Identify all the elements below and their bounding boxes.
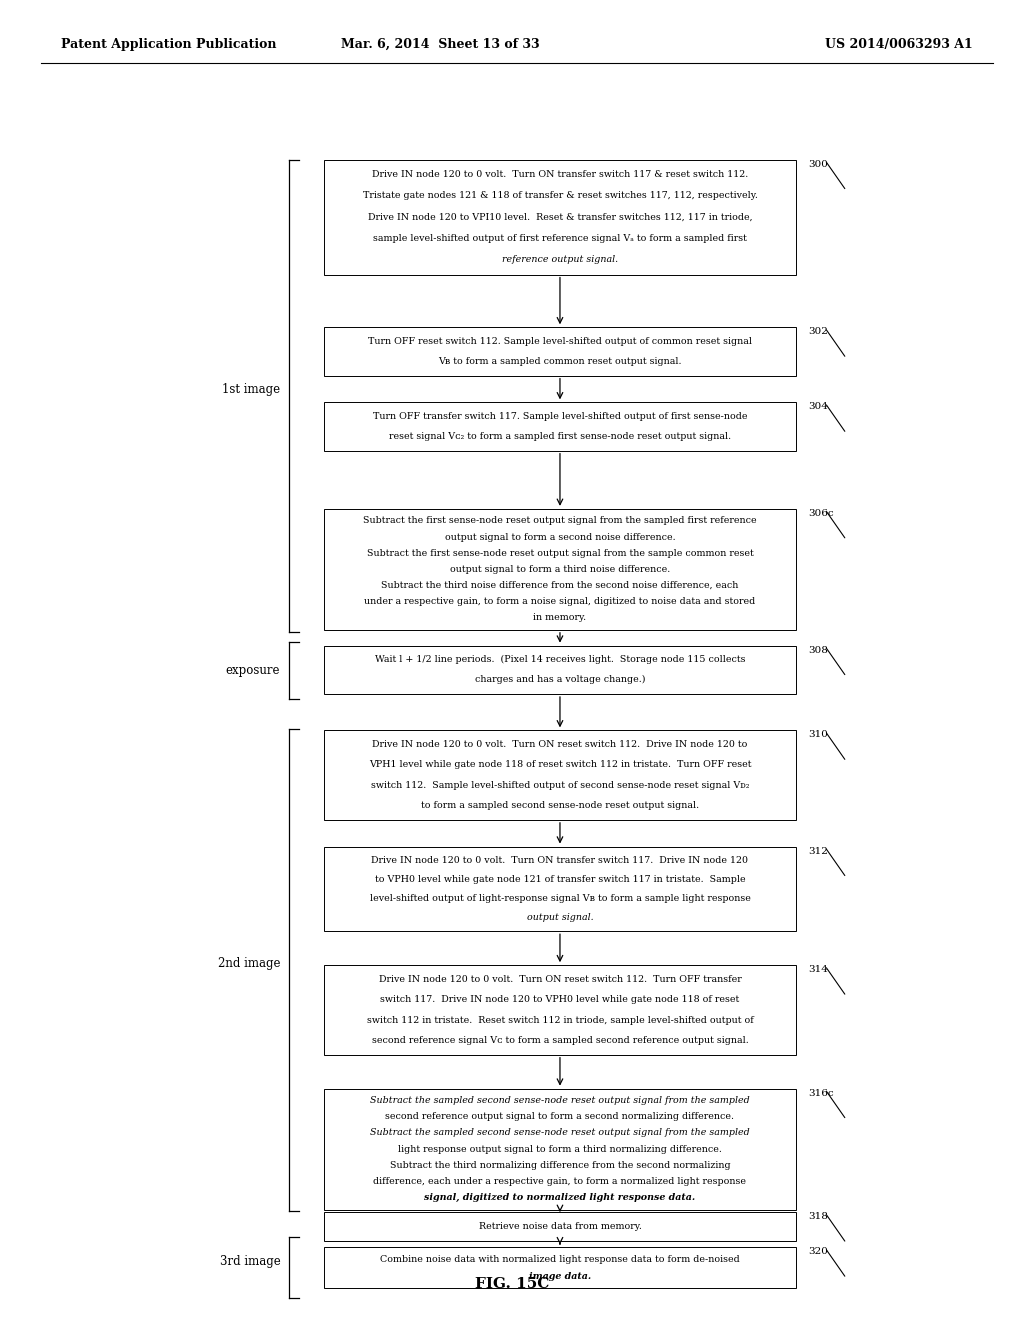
Text: sample level-shifted output of first reference signal Vₐ to form a sampled first: sample level-shifted output of first ref…	[373, 234, 746, 243]
Text: 304: 304	[808, 403, 827, 412]
Text: signal, digitized to normalized light response data.: signal, digitized to normalized light re…	[424, 1193, 695, 1203]
Text: light response output signal to form a third normalizing difference.: light response output signal to form a t…	[398, 1144, 722, 1154]
Text: switch 112 in tristate.  Reset switch 112 in triode, sample level-shifted output: switch 112 in tristate. Reset switch 112…	[367, 1015, 754, 1024]
Text: difference, each under a respective gain, to form a normalized light response: difference, each under a respective gain…	[374, 1177, 746, 1185]
Text: Patent Application Publication: Patent Application Publication	[61, 38, 276, 51]
Text: Drive IN node 120 to 0 volt.  Turn ON transfer switch 117.  Drive IN node 120: Drive IN node 120 to 0 volt. Turn ON tra…	[372, 855, 749, 865]
Text: output signal.: output signal.	[526, 913, 593, 923]
Text: Subtract the sampled second sense-node reset output signal from the sampled: Subtract the sampled second sense-node r…	[370, 1096, 750, 1105]
Text: Subtract the sampled second sense-node reset output signal from the sampled: Subtract the sampled second sense-node r…	[370, 1129, 750, 1138]
Text: 2nd image: 2nd image	[218, 957, 281, 970]
Text: 314: 314	[808, 965, 827, 974]
Text: exposure: exposure	[226, 664, 281, 677]
Text: 310: 310	[808, 730, 827, 739]
Text: 316c: 316c	[808, 1089, 834, 1098]
Text: level-shifted output of light-response signal Vʙ to form a sample light response: level-shifted output of light-response s…	[370, 894, 751, 903]
Text: charges and has a voltage change.): charges and has a voltage change.)	[475, 676, 645, 685]
Text: Drive IN node 120 to 0 volt.  Turn ON reset switch 112.  Turn OFF transfer: Drive IN node 120 to 0 volt. Turn ON res…	[379, 974, 741, 983]
FancyBboxPatch shape	[325, 1247, 796, 1288]
Text: Turn OFF reset switch 112. Sample level-shifted output of common reset signal: Turn OFF reset switch 112. Sample level-…	[368, 337, 752, 346]
Text: Mar. 6, 2014  Sheet 13 of 33: Mar. 6, 2014 Sheet 13 of 33	[341, 38, 540, 51]
FancyBboxPatch shape	[325, 1212, 796, 1241]
Text: Combine noise data with normalized light response data to form de-noised: Combine noise data with normalized light…	[380, 1255, 740, 1265]
Text: switch 117.  Drive IN node 120 to VPH0 level while gate node 118 of reset: switch 117. Drive IN node 120 to VPH0 le…	[380, 995, 739, 1005]
Text: FIG. 15C: FIG. 15C	[475, 1276, 549, 1291]
FancyBboxPatch shape	[325, 1089, 796, 1209]
Text: to form a sampled second sense-node reset output signal.: to form a sampled second sense-node rese…	[421, 801, 699, 810]
Text: US 2014/0063293 A1: US 2014/0063293 A1	[825, 38, 973, 51]
Text: 1st image: 1st image	[222, 383, 281, 396]
Text: reference output signal.: reference output signal.	[502, 255, 618, 264]
Text: output signal to form a third noise difference.: output signal to form a third noise diff…	[450, 565, 670, 574]
Text: to VPH0 level while gate node 121 of transfer switch 117 in tristate.  Sample: to VPH0 level while gate node 121 of tra…	[375, 875, 745, 884]
Text: Turn OFF transfer switch 117. Sample level-shifted output of first sense-node: Turn OFF transfer switch 117. Sample lev…	[373, 412, 748, 421]
Text: Subtract the first sense-node reset output signal from the sample common reset: Subtract the first sense-node reset outp…	[367, 549, 754, 557]
Text: 302: 302	[808, 327, 827, 337]
Text: 312: 312	[808, 846, 827, 855]
Text: 306c: 306c	[808, 508, 834, 517]
Text: reset signal Vᴄ₂ to form a sampled first sense-node reset output signal.: reset signal Vᴄ₂ to form a sampled first…	[389, 432, 731, 441]
Text: Drive IN node 120 to 0 volt.  Turn ON reset switch 112.  Drive IN node 120 to: Drive IN node 120 to 0 volt. Turn ON res…	[373, 741, 748, 748]
Text: Subtract the third noise difference from the second noise difference, each: Subtract the third noise difference from…	[381, 581, 738, 590]
Text: 308: 308	[808, 645, 827, 655]
FancyBboxPatch shape	[325, 160, 796, 275]
Text: Retrieve noise data from memory.: Retrieve noise data from memory.	[478, 1222, 641, 1232]
Text: 320: 320	[808, 1247, 827, 1257]
Text: switch 112.  Sample level-shifted output of second sense-node reset signal Vᴅ₂: switch 112. Sample level-shifted output …	[371, 781, 750, 789]
Text: in memory.: in memory.	[534, 614, 587, 622]
Text: Subtract the first sense-node reset output signal from the sampled first referen: Subtract the first sense-node reset outp…	[364, 516, 757, 525]
FancyBboxPatch shape	[325, 327, 796, 376]
FancyBboxPatch shape	[325, 846, 796, 931]
Text: Tristate gate nodes 121 & 118 of transfer & reset switches 117, 112, respectivel: Tristate gate nodes 121 & 118 of transfe…	[362, 191, 758, 201]
Text: second reference output signal to form a second normalizing difference.: second reference output signal to form a…	[385, 1113, 734, 1121]
Text: Wait l + 1/2 line periods.  (Pixel 14 receives light.  Storage node 115 collects: Wait l + 1/2 line periods. (Pixel 14 rec…	[375, 655, 745, 664]
Text: 300: 300	[808, 160, 827, 169]
FancyBboxPatch shape	[325, 645, 796, 694]
FancyBboxPatch shape	[325, 403, 796, 450]
Text: under a respective gain, to form a noise signal, digitized to noise data and sto: under a respective gain, to form a noise…	[365, 597, 756, 606]
Text: Subtract the third normalizing difference from the second normalizing: Subtract the third normalizing differenc…	[390, 1160, 730, 1170]
Text: image data.: image data.	[529, 1271, 591, 1280]
Text: second reference signal Vᴄ to form a sampled second reference output signal.: second reference signal Vᴄ to form a sam…	[372, 1036, 749, 1045]
Text: Drive IN node 120 to VPI10 level.  Reset & transfer switches 112, 117 in triode,: Drive IN node 120 to VPI10 level. Reset …	[368, 213, 753, 222]
Text: Drive IN node 120 to 0 volt.  Turn ON transfer switch 117 & reset switch 112.: Drive IN node 120 to 0 volt. Turn ON tra…	[372, 170, 749, 178]
FancyBboxPatch shape	[325, 508, 796, 630]
Text: VPH1 level while gate node 118 of reset switch 112 in tristate.  Turn OFF reset: VPH1 level while gate node 118 of reset …	[369, 760, 752, 770]
Text: 3rd image: 3rd image	[219, 1254, 281, 1267]
FancyBboxPatch shape	[325, 965, 796, 1055]
FancyBboxPatch shape	[325, 730, 796, 820]
Text: Vʙ to form a sampled common reset output signal.: Vʙ to form a sampled common reset output…	[438, 358, 682, 366]
Text: 318: 318	[808, 1212, 827, 1221]
Text: output signal to form a second noise difference.: output signal to form a second noise dif…	[444, 532, 675, 541]
